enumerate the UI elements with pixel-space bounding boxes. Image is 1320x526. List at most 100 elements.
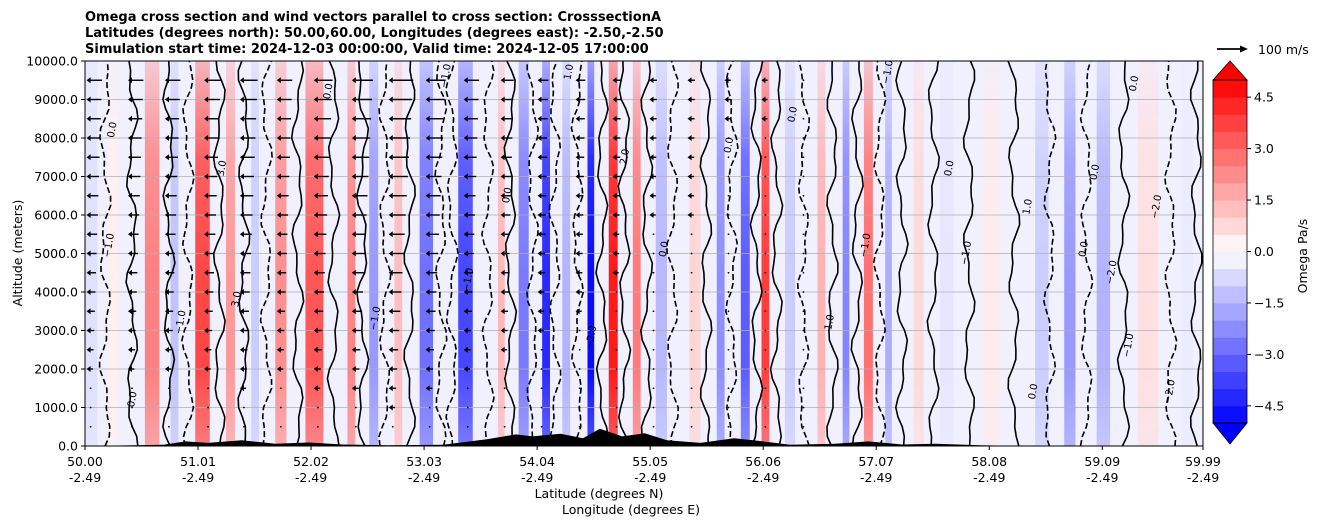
wind-vector-head bbox=[500, 173, 505, 180]
wind-vector bbox=[615, 406, 618, 409]
wind-vector-head bbox=[204, 96, 209, 103]
wind-vector-head bbox=[128, 173, 133, 180]
wind-vector-head bbox=[276, 250, 281, 257]
wind-vector bbox=[388, 77, 414, 84]
wind-vector-head bbox=[425, 327, 430, 334]
wind-vector-head bbox=[276, 135, 281, 141]
wind-vector-head bbox=[388, 250, 393, 257]
wind-vector bbox=[204, 308, 213, 315]
y-axis-ticks: 0.0 1000.0 2000.0 3000.0 4000.0 5000.0 6000.0 7… bbox=[26, 54, 85, 454]
wind-vector bbox=[168, 425, 170, 428]
wind-vector bbox=[207, 406, 210, 409]
wind-vector bbox=[727, 233, 730, 236]
wind-vector-head bbox=[500, 231, 505, 238]
wind-vector bbox=[204, 231, 216, 238]
wind-vector-head bbox=[204, 173, 209, 180]
wind-vector bbox=[466, 406, 469, 409]
wind-vector bbox=[313, 308, 324, 315]
wind-vector bbox=[764, 368, 767, 370]
wind-vector-head bbox=[537, 250, 542, 257]
wind-vector-head bbox=[612, 231, 617, 238]
contour-line bbox=[1043, 61, 1057, 446]
contour-line bbox=[1007, 61, 1021, 446]
wind-vector-head bbox=[239, 135, 244, 141]
wind-vector bbox=[463, 135, 478, 141]
contour-line bbox=[617, 61, 632, 446]
wind-vector-head bbox=[351, 135, 356, 141]
wind-vector bbox=[649, 96, 657, 103]
wind-vector bbox=[86, 250, 97, 257]
wind-vector-head bbox=[86, 231, 91, 238]
wind-vector-head bbox=[425, 96, 430, 103]
contour-line bbox=[962, 61, 976, 446]
x-tick-label-lat: 57.07 bbox=[858, 454, 894, 469]
wind-vector-head bbox=[612, 250, 617, 257]
wind-vector bbox=[500, 173, 512, 180]
wind-vector bbox=[690, 271, 693, 274]
wind-vector bbox=[575, 269, 583, 276]
wind-vector bbox=[724, 77, 731, 84]
wind-vector bbox=[425, 192, 441, 199]
x-tick-label-lat: 58.08 bbox=[971, 454, 1007, 469]
wind-vector bbox=[578, 329, 581, 332]
x-tick-label-lat: 50.00 bbox=[67, 454, 103, 469]
contour-line bbox=[1189, 61, 1203, 446]
wind-vector bbox=[764, 348, 767, 351]
contour-line bbox=[326, 61, 341, 446]
wind-vector bbox=[204, 77, 221, 84]
wind-vector bbox=[612, 231, 620, 238]
wind-vector bbox=[204, 327, 213, 334]
wind-vector-head bbox=[388, 366, 393, 372]
wind-vector-head bbox=[164, 192, 169, 199]
wind-vector-head bbox=[313, 212, 318, 218]
x-tick-label-lat: 59.09 bbox=[1084, 454, 1120, 469]
wind-vector-head bbox=[575, 192, 580, 199]
wind-vector bbox=[388, 192, 407, 199]
wind-vector bbox=[351, 154, 370, 161]
wind-vector-head bbox=[425, 212, 430, 218]
wind-vector bbox=[463, 154, 477, 161]
wind-vector bbox=[615, 425, 618, 428]
contour-line bbox=[872, 61, 887, 446]
contour-line bbox=[926, 61, 941, 446]
wind-vector bbox=[764, 252, 767, 255]
wind-vector-head bbox=[204, 327, 209, 334]
wind-vector bbox=[503, 406, 506, 409]
wind-vector bbox=[612, 212, 620, 218]
colorbar-segment bbox=[1213, 371, 1247, 390]
wind-vector bbox=[802, 252, 805, 255]
wind-vector bbox=[204, 173, 218, 180]
contour-label: 0.0 bbox=[322, 83, 336, 101]
wind-vector-head bbox=[537, 327, 542, 334]
wind-vector bbox=[500, 289, 509, 295]
wind-vector bbox=[537, 212, 546, 218]
wind-vector-head bbox=[86, 366, 91, 372]
wind-vector bbox=[164, 327, 173, 334]
wind-vector bbox=[727, 406, 730, 409]
wind-vector bbox=[86, 212, 98, 218]
wind-vector bbox=[425, 77, 446, 84]
y-axis-label: Altitude (meters) bbox=[10, 200, 25, 307]
wind-vector-head bbox=[761, 96, 766, 103]
wind-vector bbox=[313, 115, 332, 122]
wind-vector bbox=[615, 291, 618, 293]
wind-vector bbox=[276, 250, 287, 257]
wind-vector bbox=[276, 289, 286, 295]
contour-label: 0.0 bbox=[723, 136, 737, 154]
wind-vector-head bbox=[86, 212, 91, 218]
wind-vector-head bbox=[276, 308, 281, 315]
wind-vector bbox=[313, 77, 333, 84]
wind-vector-head bbox=[724, 77, 729, 84]
wind-vector bbox=[690, 348, 693, 351]
contour-label: 3.0 bbox=[230, 290, 244, 308]
quiver-key-label: 100 m/s bbox=[1258, 42, 1309, 57]
colorbar-tick-label: 0.0 bbox=[1254, 244, 1274, 259]
wind-vector-head bbox=[86, 346, 91, 353]
contour-line bbox=[595, 61, 609, 446]
wind-vector bbox=[388, 173, 408, 180]
wind-vector-head bbox=[128, 154, 133, 161]
wind-vector-head bbox=[351, 173, 356, 180]
wind-vector bbox=[279, 425, 282, 428]
wind-vector bbox=[578, 348, 581, 351]
wind-vector bbox=[276, 269, 287, 276]
